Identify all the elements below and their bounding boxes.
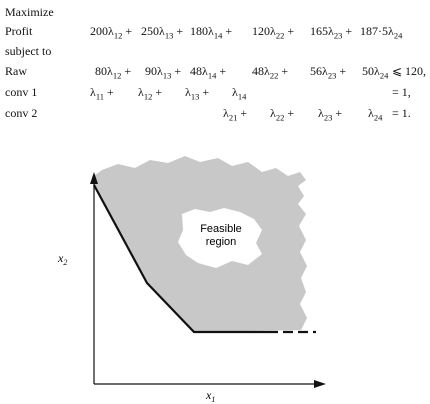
- term-subscript: 24: [379, 70, 389, 81]
- term-subscript: 22: [275, 30, 285, 41]
- term-coefficient: 48: [252, 64, 264, 78]
- objective-term: 200λ12 +: [90, 24, 133, 41]
- raw-term: 80λ12 +: [95, 64, 132, 81]
- term-coefficient: 90: [145, 64, 157, 78]
- term-subscript: 23: [323, 112, 333, 123]
- conv2-term: λ24: [368, 106, 383, 123]
- term-subscript: 12: [143, 91, 153, 102]
- term-coefficient: 187·5: [360, 24, 388, 38]
- term-coefficient: 48: [190, 64, 202, 78]
- x-axis-arrow: [314, 380, 326, 388]
- term-subscript: 23: [327, 70, 337, 81]
- objective-term: 165λ23 +: [310, 24, 353, 41]
- conv2-term: λ22 +: [270, 106, 295, 123]
- region-label-line-2: region: [206, 236, 237, 248]
- term-subscript: 13: [190, 91, 200, 102]
- conv2-term: λ21 +: [223, 106, 248, 123]
- term-subscript: 12: [113, 30, 123, 41]
- term-coefficient: 56: [310, 64, 322, 78]
- term-coefficient: 165: [310, 24, 328, 38]
- term-subscript: 11: [95, 91, 105, 102]
- maximize-label: Maximize: [5, 5, 54, 19]
- term-subscript: 21: [228, 112, 238, 123]
- objective-term: 120λ22 +: [252, 24, 295, 41]
- raw-term: 50λ24: [362, 64, 389, 81]
- y-axis-label: x2: [57, 251, 67, 267]
- profit-label: Profit: [5, 24, 33, 38]
- conv1-term: λ13 +: [185, 85, 210, 102]
- term-coefficient: 250: [141, 24, 159, 38]
- term-subscript: 24: [393, 30, 403, 41]
- subject-to-label: subject to: [5, 44, 52, 58]
- term-subscript: 14: [237, 91, 247, 102]
- conv1-term: λ11 +: [90, 85, 114, 102]
- raw-term: 90λ13 +: [145, 64, 182, 81]
- feasible-region-hole: [178, 208, 262, 268]
- constraint-conv2-label: conv 2: [5, 106, 38, 120]
- lower-boundary-line: [93, 184, 268, 334]
- term-subscript: 24: [373, 112, 383, 123]
- x-axis-label: x1: [205, 388, 215, 404]
- constraint-conv1-label: conv 1: [5, 85, 38, 99]
- term-subscript: 13: [164, 30, 174, 41]
- conv1-term: λ14: [232, 85, 247, 102]
- objective-term: 180λ14 +: [190, 24, 233, 41]
- term-subscript: 14: [207, 70, 217, 81]
- term-coefficient: 50: [362, 64, 374, 78]
- feasible-region-figure: Feasible region x2 x1: [57, 156, 326, 404]
- raw-term: 48λ14 +: [190, 64, 227, 81]
- conv1-relation: = 1,: [392, 85, 411, 99]
- term-subscript: 22: [275, 112, 285, 123]
- term-coefficient: 180: [190, 24, 208, 38]
- conv2-term: λ23 +: [318, 106, 343, 123]
- raw-term: 48λ22 +: [252, 64, 289, 81]
- term-subscript: 22: [269, 70, 279, 81]
- conv1-term: λ12 +: [138, 85, 163, 102]
- term-coefficient: 120: [252, 24, 270, 38]
- objective-term: 250λ13 +: [141, 24, 184, 41]
- raw-relation: ⩽ 120,: [392, 64, 427, 78]
- term-subscript: 13: [162, 70, 172, 81]
- term-coefficient: 200: [90, 24, 108, 38]
- raw-term: 56λ23 +: [310, 64, 347, 81]
- region-label-line-1: Feasible: [200, 223, 242, 235]
- term-coefficient: 80: [95, 64, 107, 78]
- constraint-raw-label: Raw: [5, 64, 27, 78]
- term-subscript: 23: [333, 30, 343, 41]
- term-subscript: 12: [112, 70, 122, 81]
- linear-program: Maximize Profit subject to Raw conv 1 co…: [0, 0, 430, 140]
- y-axis-arrow: [90, 172, 98, 184]
- term-subscript: 14: [213, 30, 223, 41]
- objective-term: 187·5λ24: [360, 24, 403, 41]
- conv2-relation: = 1.: [392, 106, 411, 120]
